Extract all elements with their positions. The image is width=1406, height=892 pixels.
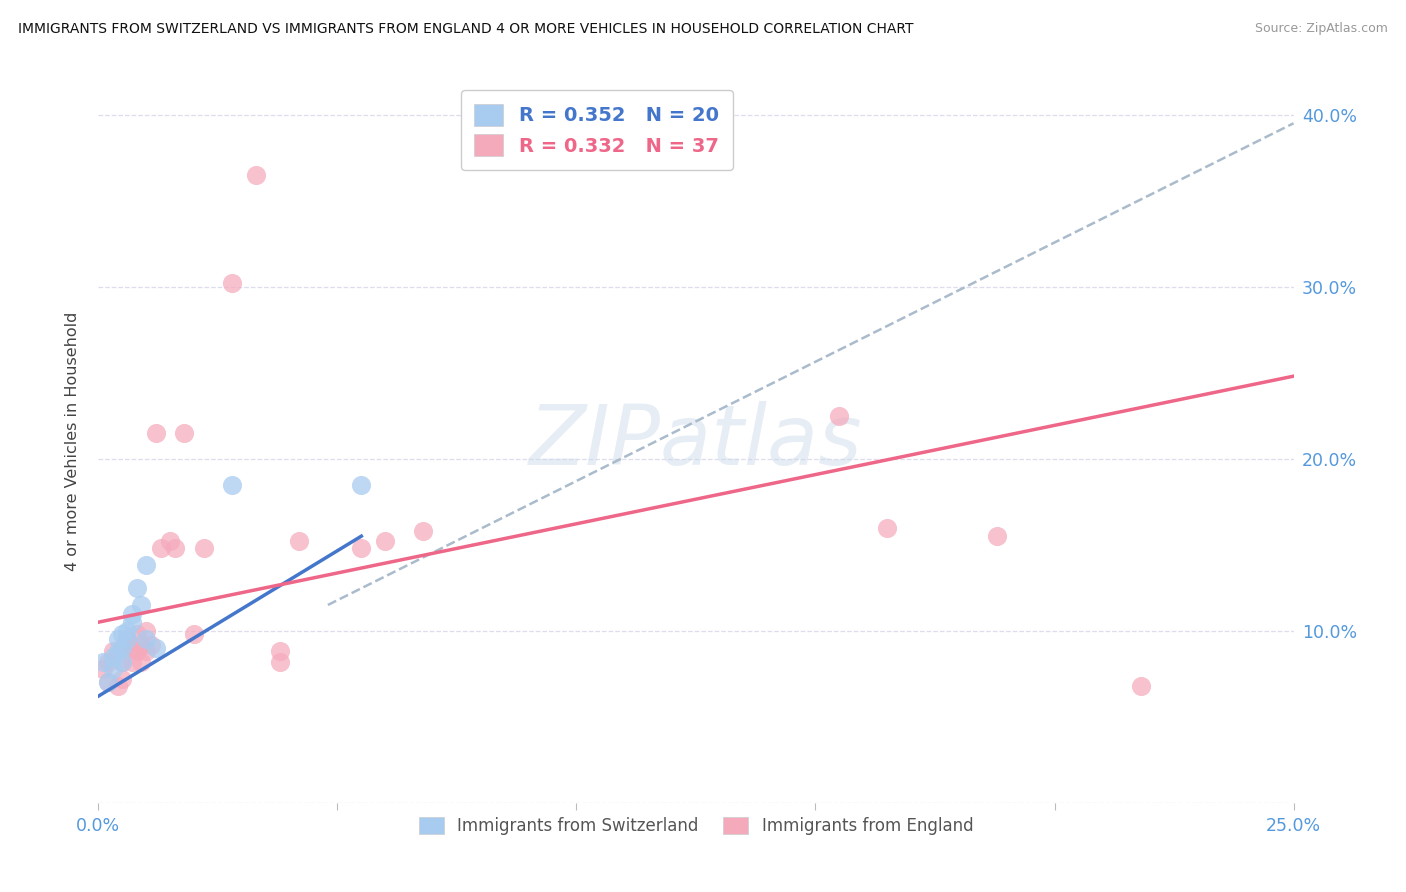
Point bbox=[121, 615, 143, 630]
Point bbox=[159, 534, 181, 549]
Point bbox=[135, 624, 157, 638]
Text: ZIPatlas: ZIPatlas bbox=[529, 401, 863, 482]
Point bbox=[111, 640, 134, 655]
Point bbox=[125, 627, 148, 641]
Point bbox=[1129, 679, 1152, 693]
Point bbox=[91, 655, 114, 669]
Point bbox=[145, 640, 167, 655]
Point bbox=[145, 425, 167, 440]
Point bbox=[111, 627, 134, 641]
Point bbox=[107, 632, 129, 647]
Point bbox=[107, 644, 129, 658]
Point bbox=[131, 655, 153, 669]
Point bbox=[101, 644, 124, 658]
Point bbox=[350, 541, 373, 556]
Y-axis label: 4 or more Vehicles in Household: 4 or more Vehicles in Household bbox=[65, 312, 80, 571]
Point bbox=[97, 655, 120, 669]
Point bbox=[121, 607, 143, 621]
Point bbox=[269, 644, 291, 658]
Point bbox=[828, 409, 851, 423]
Point bbox=[374, 534, 396, 549]
Point bbox=[269, 655, 291, 669]
Point bbox=[115, 632, 138, 647]
Text: IMMIGRANTS FROM SWITZERLAND VS IMMIGRANTS FROM ENGLAND 4 OR MORE VEHICLES IN HOU: IMMIGRANTS FROM SWITZERLAND VS IMMIGRANT… bbox=[18, 22, 914, 37]
Point bbox=[111, 655, 134, 669]
Point bbox=[412, 524, 434, 538]
Point bbox=[221, 477, 243, 491]
Point bbox=[101, 649, 124, 664]
Point bbox=[986, 529, 1008, 543]
Point bbox=[173, 425, 195, 440]
Point bbox=[101, 662, 124, 676]
Point bbox=[350, 477, 373, 491]
Point bbox=[131, 598, 153, 612]
Point bbox=[125, 581, 148, 595]
Point bbox=[97, 675, 120, 690]
Point bbox=[135, 558, 157, 573]
Point bbox=[131, 638, 153, 652]
Point bbox=[91, 662, 114, 676]
Point bbox=[111, 655, 134, 669]
Text: Source: ZipAtlas.com: Source: ZipAtlas.com bbox=[1254, 22, 1388, 36]
Legend: Immigrants from Switzerland, Immigrants from England: Immigrants from Switzerland, Immigrants … bbox=[412, 810, 980, 841]
Point bbox=[115, 624, 138, 638]
Point bbox=[183, 627, 205, 641]
Point bbox=[288, 534, 311, 549]
Point bbox=[121, 640, 143, 655]
Point bbox=[193, 541, 215, 556]
Point bbox=[125, 644, 148, 658]
Point bbox=[115, 632, 138, 647]
Point bbox=[121, 655, 143, 669]
Point bbox=[107, 679, 129, 693]
Point bbox=[149, 541, 172, 556]
Point bbox=[135, 632, 157, 647]
Point bbox=[97, 675, 120, 690]
Point bbox=[876, 520, 898, 534]
Point bbox=[139, 638, 162, 652]
Point bbox=[163, 541, 186, 556]
Point bbox=[111, 672, 134, 686]
Point bbox=[245, 168, 267, 182]
Point bbox=[135, 644, 157, 658]
Point bbox=[115, 638, 138, 652]
Point bbox=[221, 277, 243, 291]
